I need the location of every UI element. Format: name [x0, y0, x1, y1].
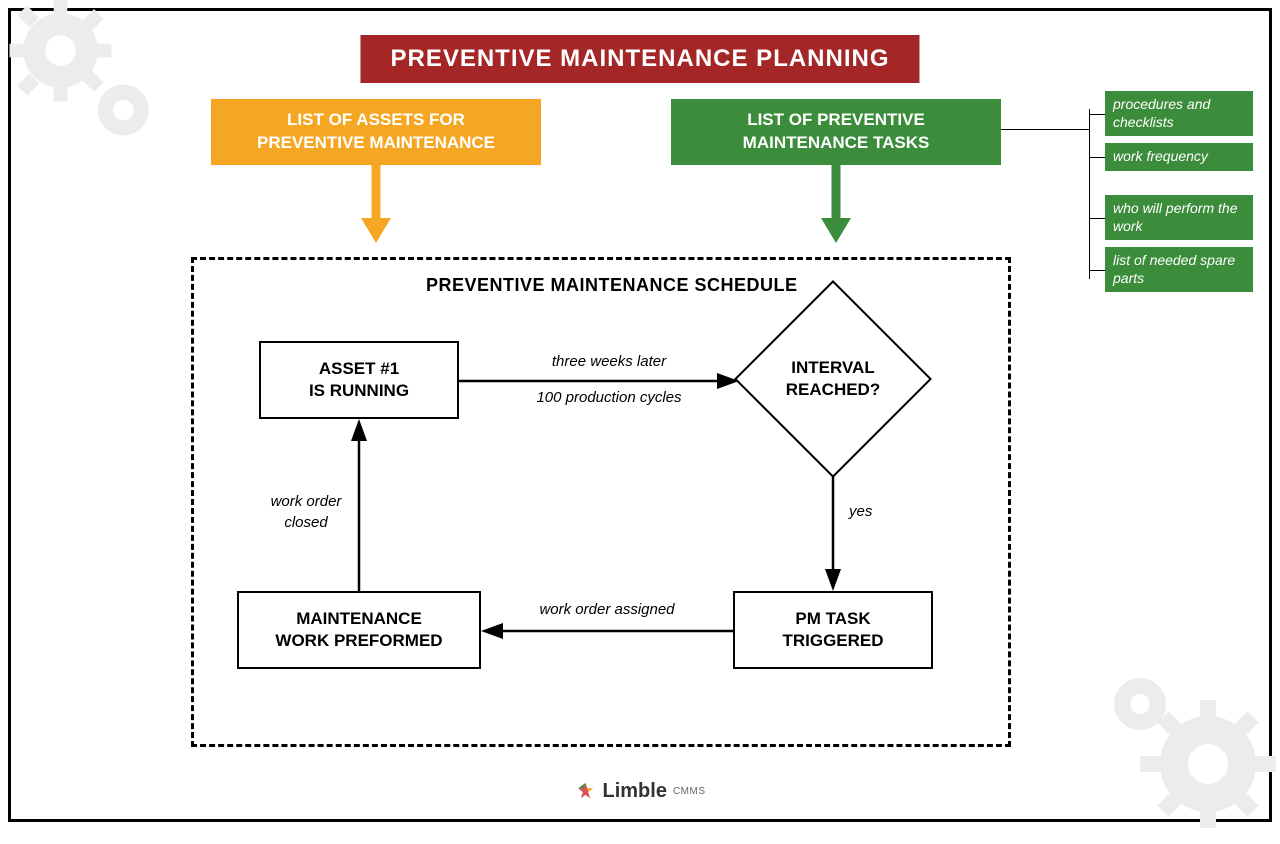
side-tag: list of needed spare parts [1105, 247, 1253, 292]
edge-label: three weeks later [519, 351, 699, 372]
node-asset-running: ASSET #1 IS RUNNING [259, 341, 459, 419]
edge-label: yes [849, 501, 872, 522]
node-maintenance-work: MAINTENANCE WORK PREFORMED [237, 591, 481, 669]
side-tag: who will perform the work [1105, 195, 1253, 240]
tasks-banner: LIST OF PREVENTIVE MAINTENANCE TASKS [671, 99, 1001, 165]
side-connector-line [1089, 109, 1090, 279]
arrow-up-icon [349, 419, 369, 591]
arrow-left-icon [481, 621, 733, 641]
assets-banner: LIST OF ASSETS FOR PREVENTIVE MAINTENANC… [211, 99, 541, 165]
edge-label: 100 production cycles [509, 387, 709, 408]
page-title: PREVENTIVE MAINTENANCE PLANNING [360, 35, 919, 83]
tasks-banner-label: LIST OF PREVENTIVE MAINTENANCE TASKS [743, 110, 930, 152]
logo-subtext: CMMS [673, 786, 706, 797]
arrow-down-icon [823, 477, 843, 591]
edge-label: work order assigned [527, 599, 687, 620]
schedule-title: PREVENTIVE MAINTENANCE SCHEDULE [426, 275, 798, 296]
arrow-down-orange [361, 163, 391, 243]
logo-text: Limble [602, 780, 666, 803]
gear-icon [1, 0, 171, 161]
brand-logo: Limble CMMS [574, 780, 705, 803]
assets-banner-label: LIST OF ASSETS FOR PREVENTIVE MAINTENANC… [257, 110, 495, 152]
node-pm-task: PM TASK TRIGGERED [733, 591, 933, 669]
side-tag: work frequency [1105, 143, 1253, 171]
edge-label: work order closed [261, 491, 351, 533]
logo-icon [574, 781, 596, 803]
node-interval-reached: INTERVAL REACHED? [763, 309, 903, 449]
outer-frame: PREVENTIVE MAINTENANCE PLANNING LIST OF … [8, 8, 1272, 822]
gear-icon [1084, 644, 1280, 844]
arrow-down-green [821, 163, 851, 243]
side-connector-stub [1001, 129, 1089, 130]
side-tag: procedures and checklists [1105, 91, 1253, 136]
